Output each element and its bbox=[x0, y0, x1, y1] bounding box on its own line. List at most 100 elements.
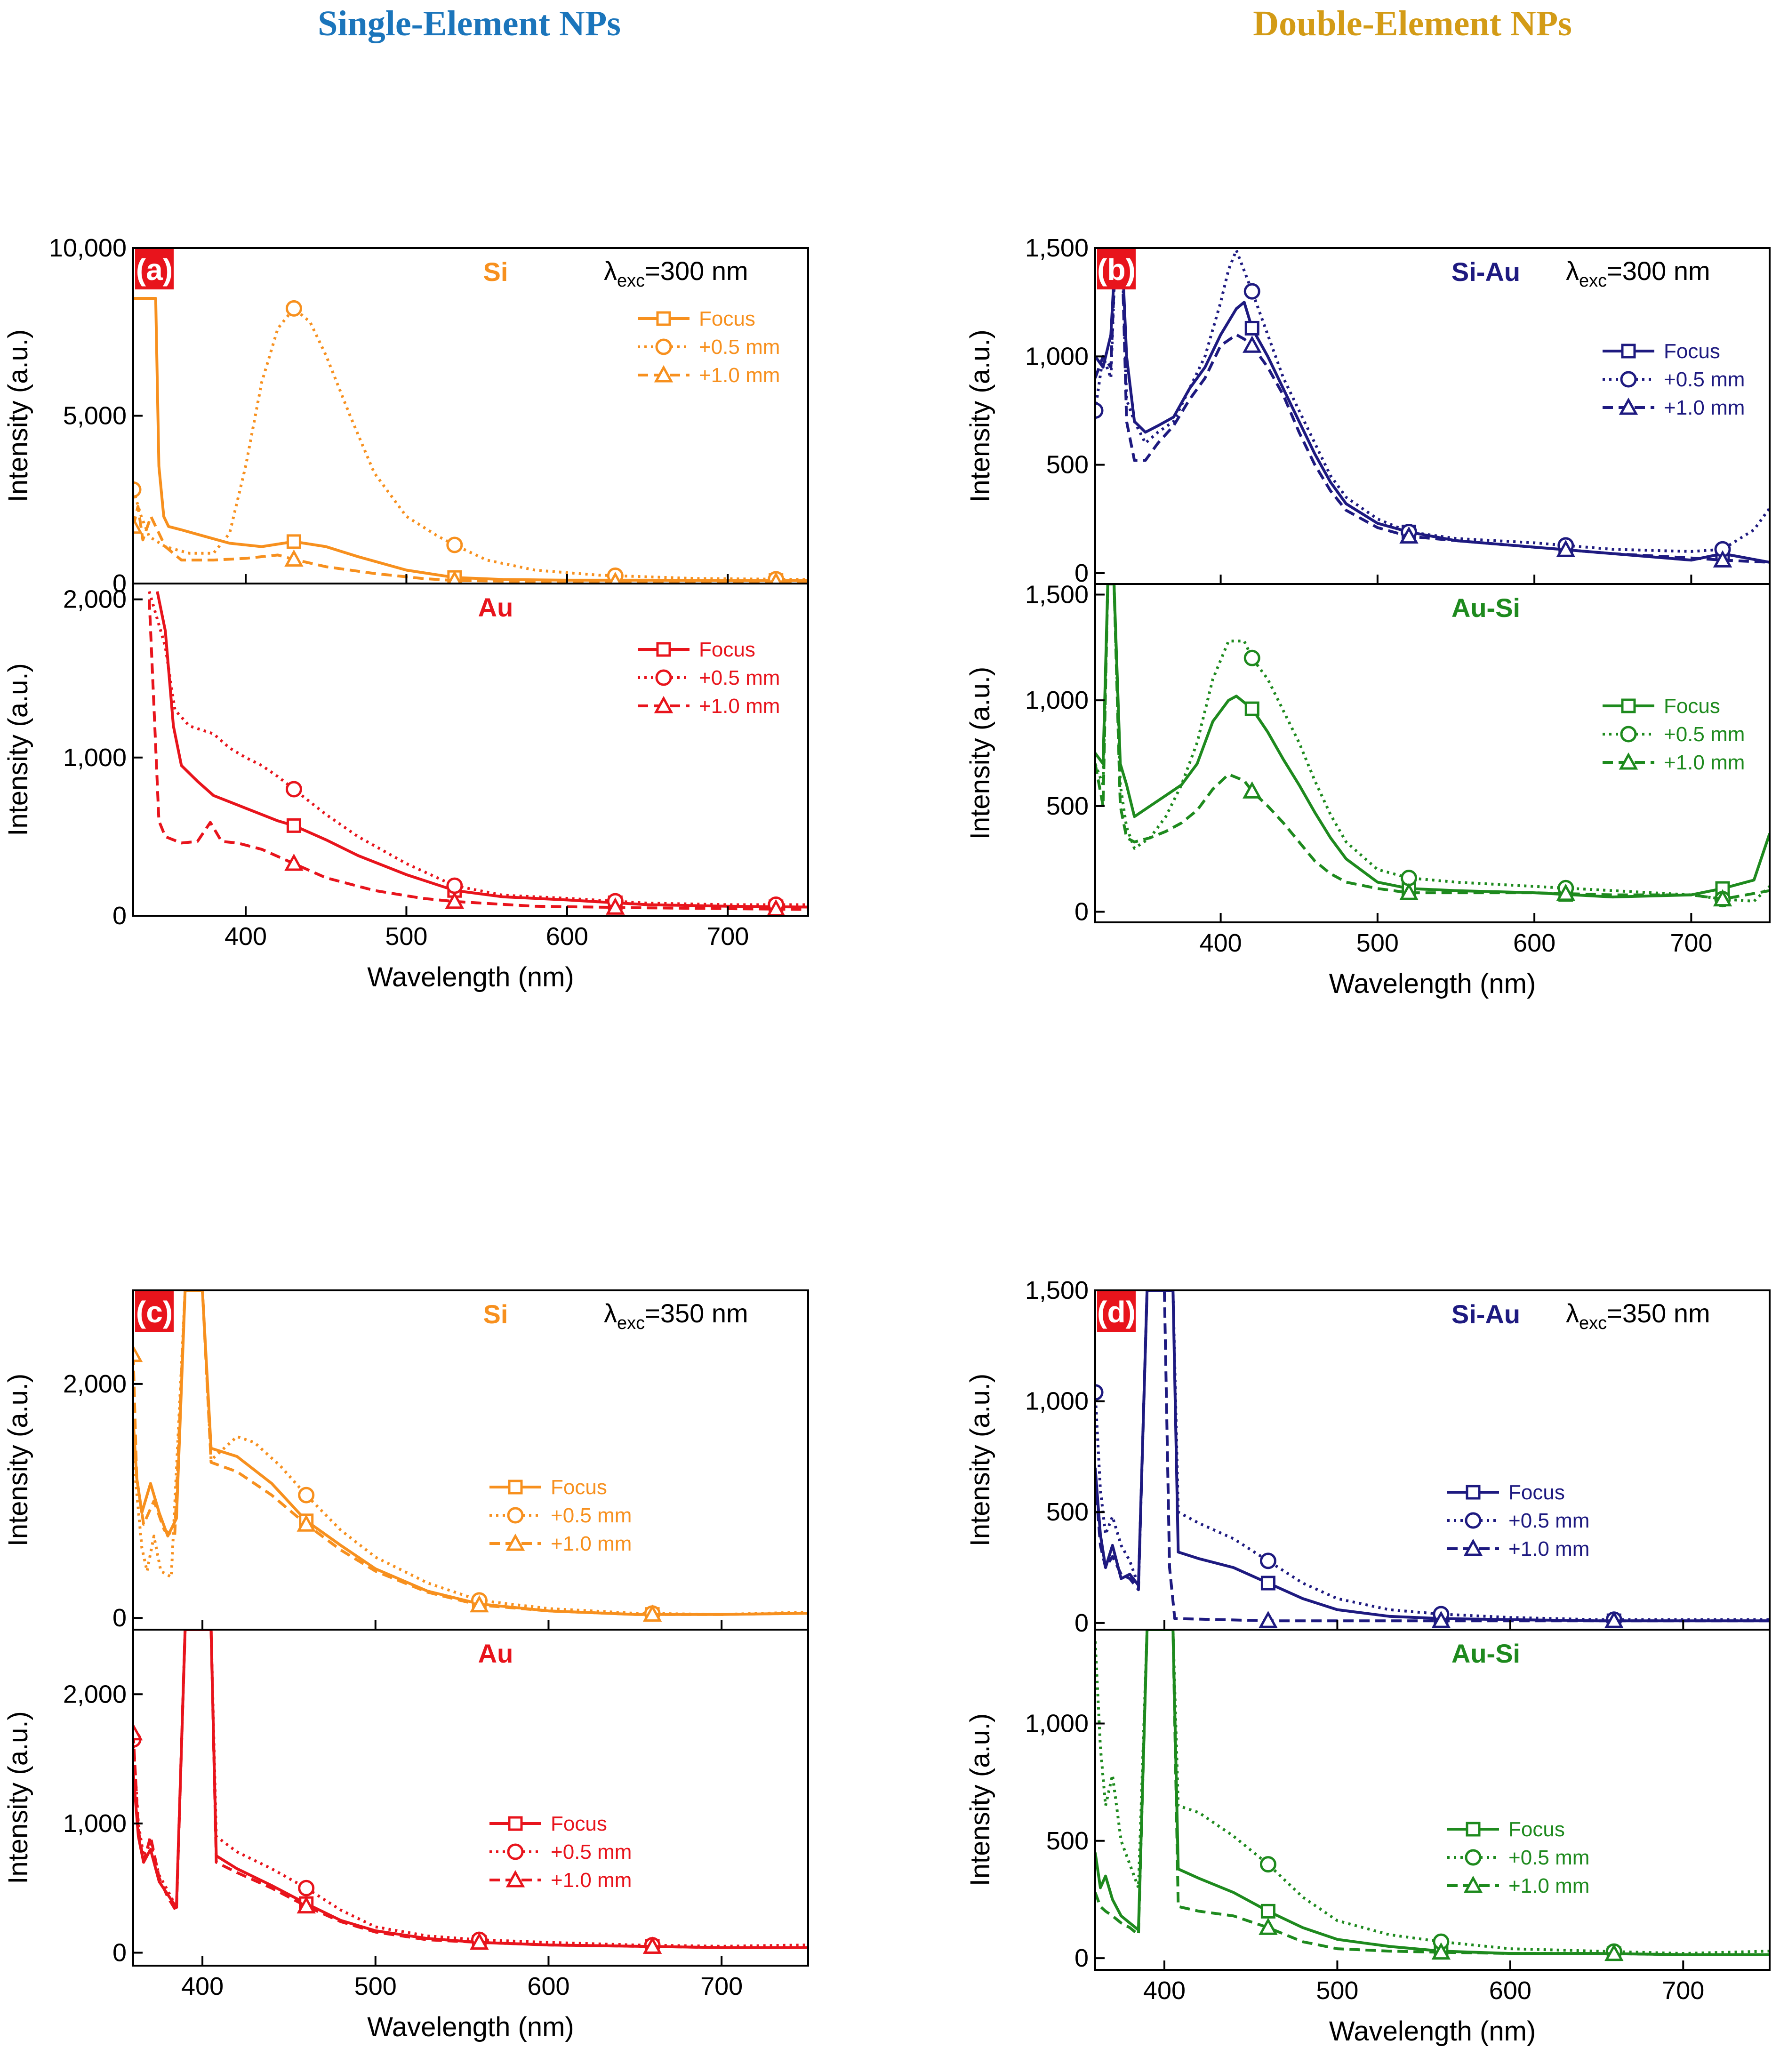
legend-label: +0.5 mm bbox=[1508, 1846, 1589, 1869]
legend-label: +0.5 mm bbox=[1508, 1509, 1589, 1532]
panel-label: (c) bbox=[136, 1295, 173, 1329]
plot-frame bbox=[1094, 1629, 1771, 1971]
series-line-focus bbox=[133, 1290, 808, 1616]
data-marker bbox=[1260, 1904, 1275, 1919]
y-tick-label: 0 bbox=[1074, 1609, 1089, 1637]
legend-marker bbox=[507, 1507, 524, 1524]
panel-label-badge bbox=[135, 1291, 174, 1332]
legend-label: +0.5 mm bbox=[699, 336, 780, 359]
x-tick-label: 400 bbox=[1200, 929, 1242, 957]
y-tick-label: 0 bbox=[112, 569, 127, 598]
data-marker bbox=[446, 877, 463, 894]
legend-label: +0.5 mm bbox=[1664, 368, 1745, 391]
legend-label: +0.5 mm bbox=[551, 1504, 632, 1527]
data-marker bbox=[298, 1880, 315, 1896]
panel-4-bottom: 0 500 1,000 1,500 400 500 600 700 Intensity (a.u… bbox=[965, 580, 1771, 999]
y-axis-label: Intensity (a.u.) bbox=[3, 1374, 33, 1546]
y-tick-label: 1,000 bbox=[63, 744, 127, 772]
series-group bbox=[1095, 248, 1770, 568]
legend-label: +1.0 mm bbox=[699, 695, 780, 718]
legend-label: +0.5 mm bbox=[551, 1840, 632, 1864]
x-axis-label: Wavelength (nm) bbox=[367, 962, 574, 992]
data-marker bbox=[1604, 1944, 1624, 1961]
panel-label-badge bbox=[135, 249, 174, 289]
legend-label: Focus bbox=[1664, 695, 1720, 718]
legend-marker bbox=[656, 642, 671, 657]
legend-marker bbox=[507, 1843, 524, 1860]
data-marker bbox=[470, 1595, 489, 1613]
legend-label: Focus bbox=[1508, 1481, 1565, 1504]
data-marker bbox=[606, 897, 625, 915]
data-marker bbox=[1431, 1942, 1451, 1960]
series-group bbox=[1095, 584, 1770, 908]
y-axis-label: Intensity (a.u.) bbox=[3, 663, 33, 836]
legend-marker bbox=[654, 365, 674, 383]
y-tick-label: 500 bbox=[1046, 1827, 1089, 1855]
legend-label: Focus bbox=[699, 638, 755, 661]
data-marker bbox=[298, 1487, 315, 1504]
legend: Focus +0.5 mm +1.0 mm bbox=[1447, 1481, 1589, 1560]
material-label: Au bbox=[478, 592, 513, 622]
data-marker bbox=[297, 1514, 316, 1532]
panel-8-bottom: 0 500 1,000 400 500 600 700 Intensity (a.u.) Wav… bbox=[965, 1629, 1771, 2047]
data-marker bbox=[1259, 1918, 1278, 1935]
panel-label-badge bbox=[1097, 1291, 1136, 1332]
series-group bbox=[1095, 1290, 1770, 1628]
data-marker bbox=[297, 1896, 316, 1914]
series-line-1-0-mm bbox=[1095, 1290, 1770, 1623]
y-tick-label: 0 bbox=[112, 1939, 127, 1967]
heading-single-element: Single-Element NPs bbox=[318, 4, 621, 43]
data-marker bbox=[1399, 882, 1419, 900]
y-axis-label: Intensity (a.u.) bbox=[3, 329, 33, 502]
series-line-0-5-mm bbox=[1095, 1630, 1770, 1955]
legend-label: +1.0 mm bbox=[1664, 751, 1745, 774]
y-tick-label: 0 bbox=[1074, 559, 1089, 587]
legend-marker bbox=[656, 311, 671, 326]
panel-5-top: 0 2,000 Intensity (a.u.) (c) Si λexc=350 nm Fo… bbox=[3, 1289, 809, 1632]
data-marker bbox=[285, 781, 302, 798]
series-line-0-5-mm bbox=[1095, 1290, 1770, 1621]
legend: Focus +0.5 mm +1.0 mm bbox=[489, 1476, 632, 1555]
y-tick-label: 1,500 bbox=[1025, 234, 1089, 262]
y-axis-label: Intensity (a.u.) bbox=[3, 1711, 33, 1884]
data-marker bbox=[133, 516, 143, 534]
legend: Focus +0.5 mm +1.0 mm bbox=[638, 307, 780, 387]
legend-marker bbox=[654, 696, 674, 713]
legend-label: Focus bbox=[1664, 340, 1720, 363]
data-marker bbox=[1431, 1610, 1451, 1628]
x-tick-label: 700 bbox=[1670, 929, 1712, 957]
y-tick-label: 2,000 bbox=[63, 1370, 127, 1398]
legend-label: Focus bbox=[551, 1476, 607, 1499]
x-tick-label: 700 bbox=[700, 1972, 743, 2000]
y-tick-label: 0 bbox=[1074, 898, 1089, 926]
data-marker bbox=[133, 1344, 143, 1362]
y-axis-label: Intensity (a.u.) bbox=[965, 667, 995, 840]
legend: Focus +0.5 mm +1.0 mm bbox=[1603, 340, 1745, 419]
data-marker bbox=[1244, 701, 1259, 716]
plot-frame bbox=[132, 1629, 809, 1967]
series-line-1-0-mm bbox=[1095, 1630, 1770, 1956]
legend-marker bbox=[1463, 1875, 1483, 1893]
legend-marker bbox=[1466, 1485, 1481, 1500]
data-marker bbox=[285, 300, 302, 317]
legend-marker bbox=[1465, 1512, 1482, 1529]
x-tick-label: 500 bbox=[1356, 929, 1399, 957]
data-marker bbox=[1713, 889, 1732, 907]
series-line-1-0-mm bbox=[133, 1290, 808, 1616]
material-label: Si-Au bbox=[1451, 257, 1520, 287]
x-tick-label: 500 bbox=[354, 1972, 397, 2000]
legend-marker bbox=[1619, 752, 1638, 770]
data-marker bbox=[1556, 883, 1576, 901]
legend-marker bbox=[508, 1816, 523, 1831]
y-tick-label: 500 bbox=[1046, 451, 1089, 479]
series-group bbox=[133, 1630, 808, 1954]
y-tick-label: 1,500 bbox=[1025, 580, 1089, 608]
x-axis-label: Wavelength (nm) bbox=[1329, 2016, 1536, 2047]
data-marker bbox=[286, 534, 301, 549]
x-tick-label: 700 bbox=[1662, 1976, 1704, 2005]
panel-2-bottom: 0 1,000 2,000 400 500 600 700 Intensity (a.u.) W… bbox=[3, 583, 809, 992]
data-marker bbox=[1243, 336, 1262, 353]
legend-marker bbox=[505, 1533, 525, 1551]
material-label: Si bbox=[483, 257, 508, 287]
y-tick-label: 2,000 bbox=[63, 1680, 127, 1708]
